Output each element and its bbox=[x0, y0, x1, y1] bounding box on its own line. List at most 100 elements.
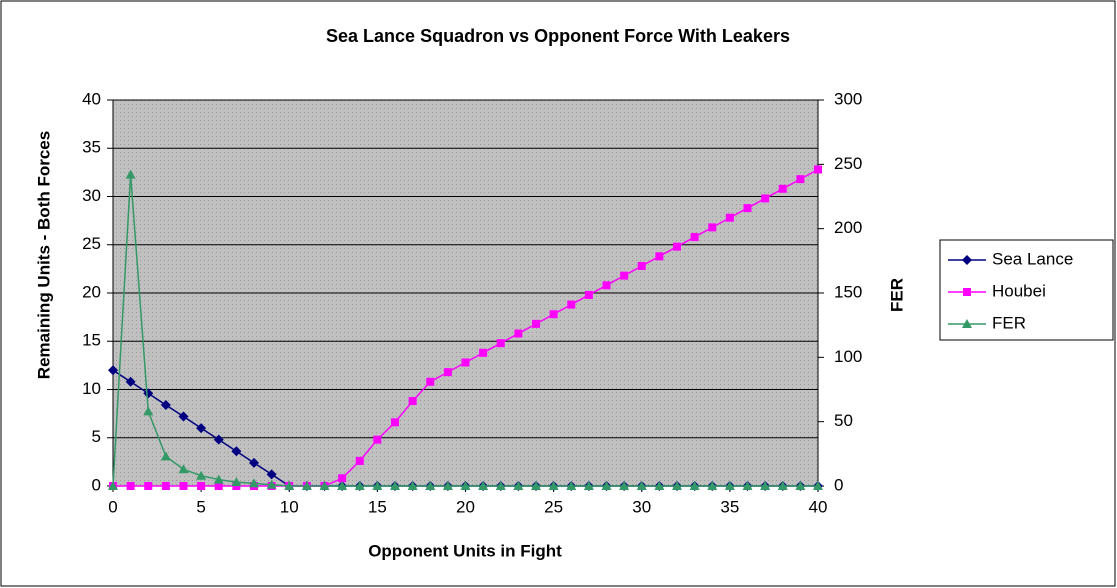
marker bbox=[161, 482, 170, 490]
y2-tick-label: 200 bbox=[834, 218, 862, 237]
x-tick-label: 15 bbox=[368, 497, 387, 516]
x-tick-label: 10 bbox=[280, 497, 299, 516]
x-tick-label: 35 bbox=[720, 497, 739, 516]
marker bbox=[743, 204, 752, 213]
marker bbox=[372, 481, 383, 490]
marker bbox=[814, 165, 822, 174]
marker bbox=[742, 481, 753, 490]
marker bbox=[478, 481, 489, 490]
marker bbox=[354, 481, 365, 490]
x-axis-title: Opponent Units in Fight bbox=[368, 541, 562, 560]
y-tick-label: 30 bbox=[82, 186, 101, 205]
marker bbox=[179, 482, 188, 490]
marker bbox=[602, 281, 611, 290]
y2-tick-label: 0 bbox=[834, 475, 843, 494]
marker bbox=[408, 397, 417, 406]
marker bbox=[143, 388, 154, 399]
marker bbox=[962, 255, 972, 265]
marker bbox=[108, 481, 118, 490]
marker bbox=[301, 481, 312, 490]
marker bbox=[620, 271, 629, 280]
chart-title: Sea Lance Squadron vs Opponent Force Wit… bbox=[326, 26, 790, 46]
marker bbox=[496, 339, 505, 348]
marker bbox=[407, 481, 418, 490]
marker bbox=[266, 479, 277, 489]
marker bbox=[724, 481, 735, 490]
marker bbox=[479, 348, 488, 357]
y-tick-label: 35 bbox=[82, 138, 101, 157]
marker bbox=[126, 482, 135, 490]
marker bbox=[197, 482, 206, 490]
y-axis-title: Remaining Units - Both Forces bbox=[34, 131, 53, 379]
marker bbox=[601, 481, 612, 490]
marker bbox=[689, 481, 700, 490]
marker bbox=[108, 365, 118, 376]
marker bbox=[461, 358, 470, 367]
marker bbox=[373, 435, 382, 444]
marker bbox=[266, 469, 277, 480]
marker bbox=[213, 434, 224, 445]
marker bbox=[319, 481, 330, 490]
marker bbox=[636, 481, 647, 490]
x-tick-label: 5 bbox=[196, 497, 205, 516]
marker bbox=[777, 481, 788, 490]
legend-label: Houbei bbox=[992, 281, 1046, 300]
marker bbox=[144, 482, 153, 490]
y-tick-label: 5 bbox=[92, 427, 101, 446]
y2-tick-label: 150 bbox=[834, 282, 862, 301]
marker bbox=[549, 310, 558, 319]
marker bbox=[196, 423, 207, 434]
legend-label: FER bbox=[992, 313, 1026, 332]
marker bbox=[778, 184, 787, 193]
marker bbox=[813, 481, 823, 490]
y-tick-label: 0 bbox=[92, 475, 101, 494]
marker bbox=[963, 288, 971, 296]
y-tick-label: 20 bbox=[82, 282, 101, 301]
marker bbox=[761, 194, 770, 203]
marker bbox=[707, 481, 718, 490]
marker bbox=[655, 252, 664, 261]
y-tick-label: 25 bbox=[82, 234, 101, 253]
marker bbox=[231, 446, 242, 457]
marker bbox=[338, 474, 347, 483]
marker bbox=[796, 175, 805, 184]
marker bbox=[673, 242, 681, 251]
y2-tick-label: 300 bbox=[834, 89, 862, 108]
marker bbox=[583, 481, 594, 490]
marker bbox=[532, 319, 540, 328]
marker bbox=[178, 411, 189, 422]
marker bbox=[442, 481, 453, 490]
marker bbox=[355, 456, 364, 465]
y2-tick-label: 100 bbox=[834, 347, 862, 366]
marker bbox=[725, 213, 734, 222]
marker bbox=[125, 169, 136, 179]
marker bbox=[619, 481, 630, 490]
marker bbox=[962, 319, 972, 328]
y-tick-label: 40 bbox=[82, 89, 101, 108]
marker bbox=[160, 451, 171, 461]
marker bbox=[548, 481, 559, 490]
marker bbox=[249, 478, 259, 488]
marker bbox=[178, 464, 189, 474]
x-tick-label: 40 bbox=[809, 497, 828, 516]
marker bbox=[567, 300, 576, 309]
x-tick-label: 20 bbox=[456, 497, 475, 516]
x-tick-label: 0 bbox=[108, 497, 117, 516]
marker bbox=[443, 368, 452, 377]
marker bbox=[566, 481, 577, 490]
marker bbox=[708, 223, 717, 232]
marker bbox=[795, 481, 806, 490]
marker bbox=[637, 261, 646, 270]
marker bbox=[495, 481, 506, 490]
y2-tick-label: 250 bbox=[834, 154, 862, 173]
marker bbox=[196, 470, 207, 480]
marker bbox=[584, 290, 593, 299]
marker bbox=[249, 457, 259, 468]
marker bbox=[284, 481, 295, 490]
marker bbox=[143, 406, 154, 416]
marker bbox=[390, 481, 400, 490]
marker bbox=[425, 481, 436, 490]
marker bbox=[513, 481, 524, 490]
marker bbox=[125, 376, 136, 387]
